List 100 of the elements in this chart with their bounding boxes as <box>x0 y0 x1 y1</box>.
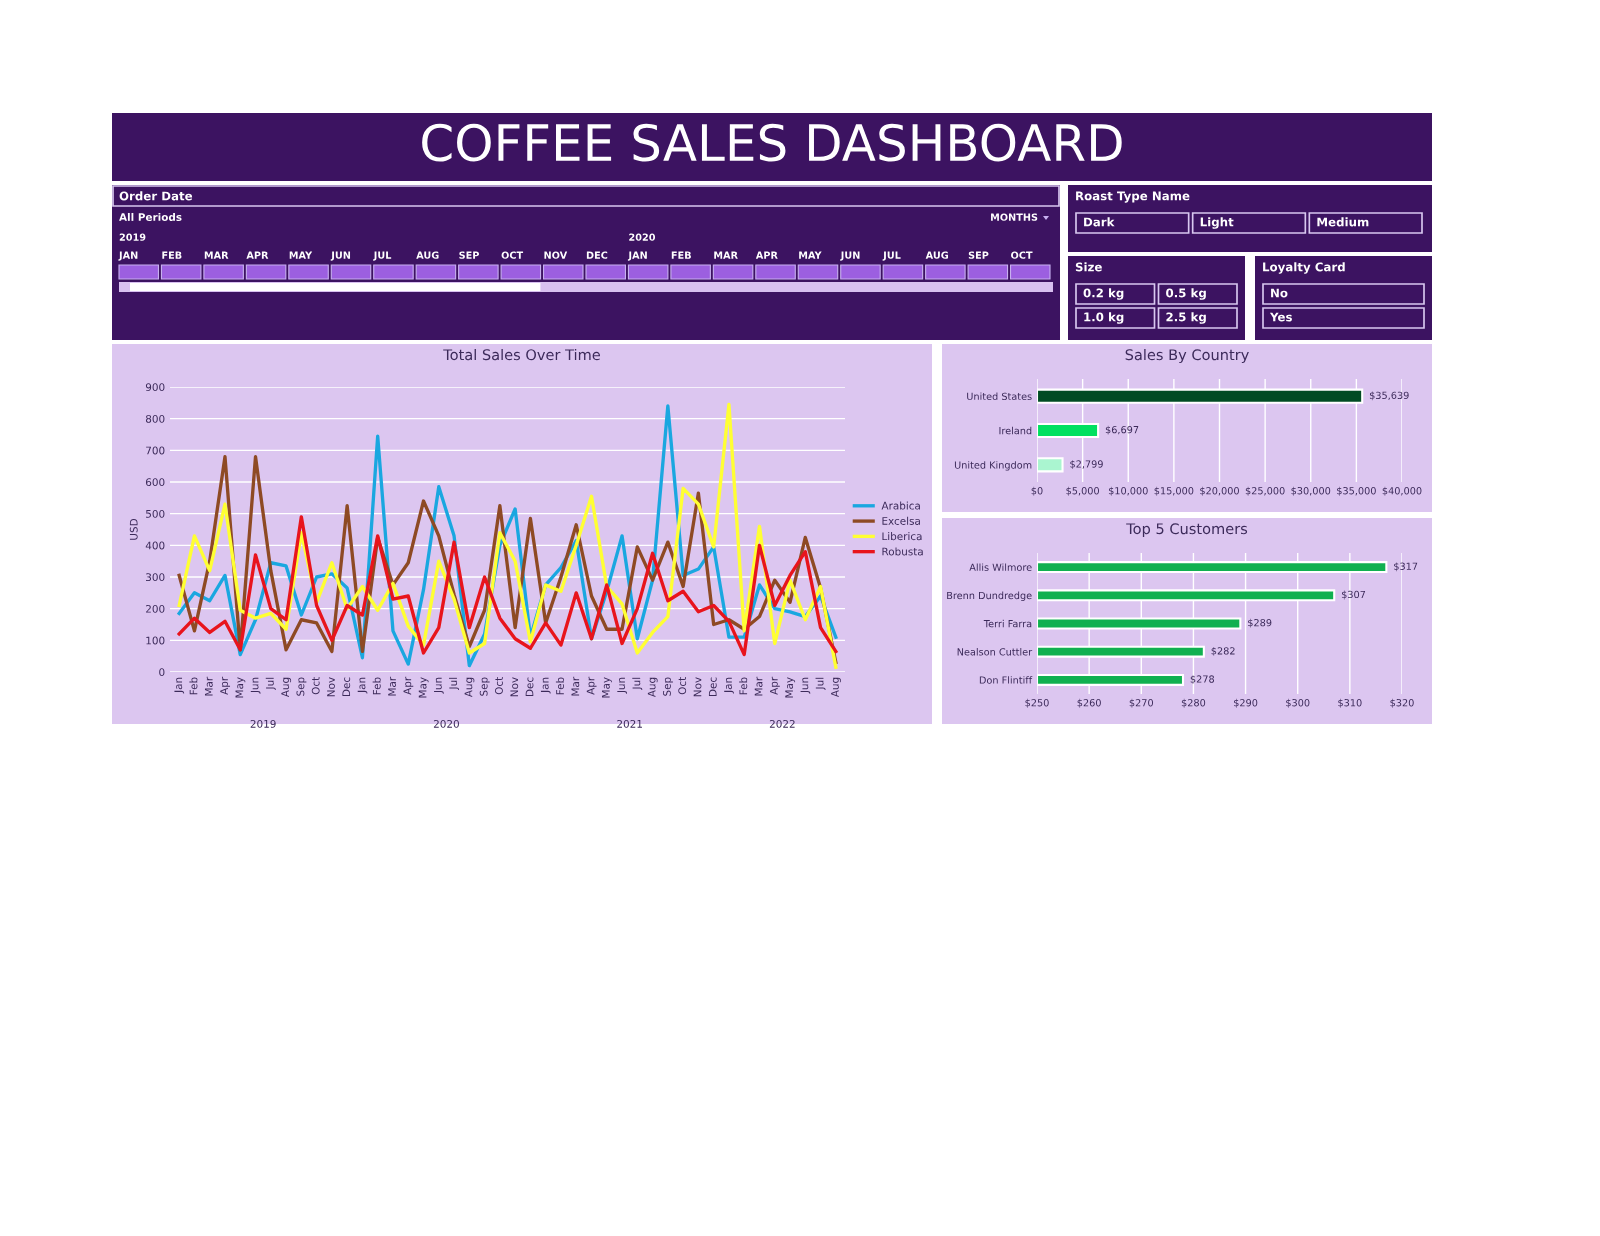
category-label: NOV <box>544 251 568 259</box>
x-tick-label: May <box>602 677 612 698</box>
y-tick-label: Terri Farra <box>983 619 1032 628</box>
category-label: No <box>1271 288 1288 298</box>
category-label: MAR <box>204 251 229 259</box>
text: Order Date <box>119 191 193 201</box>
data-label: $2,799 <box>1070 460 1103 469</box>
x-tick-label: Jan <box>724 677 734 694</box>
x-tick-label: $250 <box>1025 698 1049 708</box>
y-tick-label: 200 <box>146 604 165 613</box>
text: All Periods <box>119 212 182 222</box>
x-tick-label: $260 <box>1077 698 1101 708</box>
x-tick-label: $320 <box>1390 698 1414 708</box>
y-tick-label: 700 <box>146 446 165 455</box>
y-tick-label: United Kingdom <box>954 461 1032 471</box>
y-tick-label: 800 <box>145 414 165 423</box>
x-tick-label: $270 <box>1129 698 1154 708</box>
category-label: MAY <box>799 251 822 259</box>
y-tick-label: 400 <box>145 541 165 550</box>
x-tick-label: Mar <box>204 676 213 696</box>
text: 2020 <box>629 233 656 241</box>
category-label: APR <box>246 251 269 259</box>
x-tick-label: Nov <box>510 677 519 697</box>
category-label: AUG <box>416 251 439 259</box>
y-axis-title: USD <box>129 518 138 540</box>
data-label: $35,639 <box>1369 391 1409 401</box>
x-tick-label: Jun <box>434 677 444 694</box>
x-tick-label: Jul <box>449 677 460 690</box>
chart-title: Total Sales Over Time <box>443 348 600 361</box>
y-tick-label: Nealson Cuttler <box>957 648 1033 656</box>
category-label: OCT <box>501 251 524 259</box>
x-tick-label: $40,000 <box>1382 486 1422 496</box>
category-label: JAN <box>627 251 647 261</box>
x-tick-label: Nov <box>327 677 335 697</box>
data-label: $282 <box>1211 647 1235 656</box>
x-tick-label: $10,000 <box>1108 486 1148 496</box>
legend-label: Excelsa <box>882 516 920 525</box>
x-tick-label: Jan <box>540 677 551 694</box>
chart-title: Sales By Country <box>1125 348 1249 364</box>
text: Size <box>1075 262 1102 272</box>
x-tick-label: Sep <box>479 677 490 696</box>
category-label: Yes <box>1269 312 1292 322</box>
x-tick-label: Mar <box>388 676 396 696</box>
x-tick-label: Jul <box>265 677 276 690</box>
text: 2019 <box>119 233 146 241</box>
y-tick-label: Don Flintiff <box>979 676 1033 684</box>
x-tick-label: May <box>235 677 246 698</box>
x-tick-label: $290 <box>1234 698 1258 708</box>
line-series <box>177 515 838 657</box>
x-tick-label: Jun <box>617 677 627 694</box>
y-tick-label: 600 <box>145 478 165 487</box>
x-tick-label: $0 <box>1031 486 1043 496</box>
data-label: $278 <box>1190 675 1215 685</box>
text: Loyalty Card <box>1263 262 1345 274</box>
data-label: $307 <box>1341 590 1366 600</box>
x-tick-label: Nov <box>693 677 702 697</box>
x-tick-label: $35,000 <box>1337 486 1376 496</box>
x-tick-label: Feb <box>189 677 198 695</box>
x-tick-label: Jul <box>632 677 643 690</box>
x-tick-label: Aug <box>281 677 292 698</box>
category-label: JUN <box>840 251 860 261</box>
x-tick-label: Feb <box>555 677 564 695</box>
y-tick-label: United States <box>967 392 1032 400</box>
category-label: AUG <box>925 251 949 259</box>
x-tick-label: Feb <box>739 677 748 695</box>
x-tick-label: Jan <box>174 677 185 694</box>
category-label: APR <box>755 251 778 259</box>
x-tick-label: Aug <box>464 677 475 698</box>
legend-label: Robusta <box>882 547 923 556</box>
x-tick-label: Dec <box>525 677 534 696</box>
x-tick-label: Jul <box>815 677 826 690</box>
y-tick-label: Ireland <box>999 426 1032 435</box>
category-label: JUN <box>330 251 351 261</box>
x-tick-label: Feb <box>372 677 381 695</box>
y-tick-label: 0 <box>159 668 165 677</box>
data-label: $317 <box>1394 562 1418 572</box>
x-tick-label: $30,000 <box>1291 486 1331 496</box>
x-tick-label: Sep <box>296 677 307 696</box>
x-tick-label: $20,000 <box>1200 486 1239 496</box>
category-label: 0.5 kg <box>1166 288 1206 300</box>
category-label: Medium <box>1317 217 1369 227</box>
x-tick-label: Jun <box>800 677 811 694</box>
x-tick-label: Apr <box>586 676 597 695</box>
x-tick-label: Jan <box>357 677 368 694</box>
category-label: 1.0 kg <box>1084 312 1124 324</box>
x-tick-label: Aug <box>647 677 658 698</box>
category-label: MAR <box>714 251 738 259</box>
x-tick-label: Mar <box>571 676 580 696</box>
x-tick-label: Oct <box>495 677 503 695</box>
y-tick-label: 500 <box>146 509 165 518</box>
x-tick-label: Apr <box>220 676 231 695</box>
category-label: JUL <box>882 251 901 261</box>
y-tick-label: 900 <box>145 383 165 392</box>
legend-label: Arabica <box>881 501 920 510</box>
text: Roast Type Name <box>1076 191 1190 203</box>
text: 2019 <box>250 719 276 728</box>
x-tick-label: Aug <box>831 677 841 698</box>
x-tick-label: Mar <box>754 676 763 696</box>
y-tick-label: 100 <box>146 636 165 645</box>
data-label: $6,697 <box>1105 425 1139 435</box>
